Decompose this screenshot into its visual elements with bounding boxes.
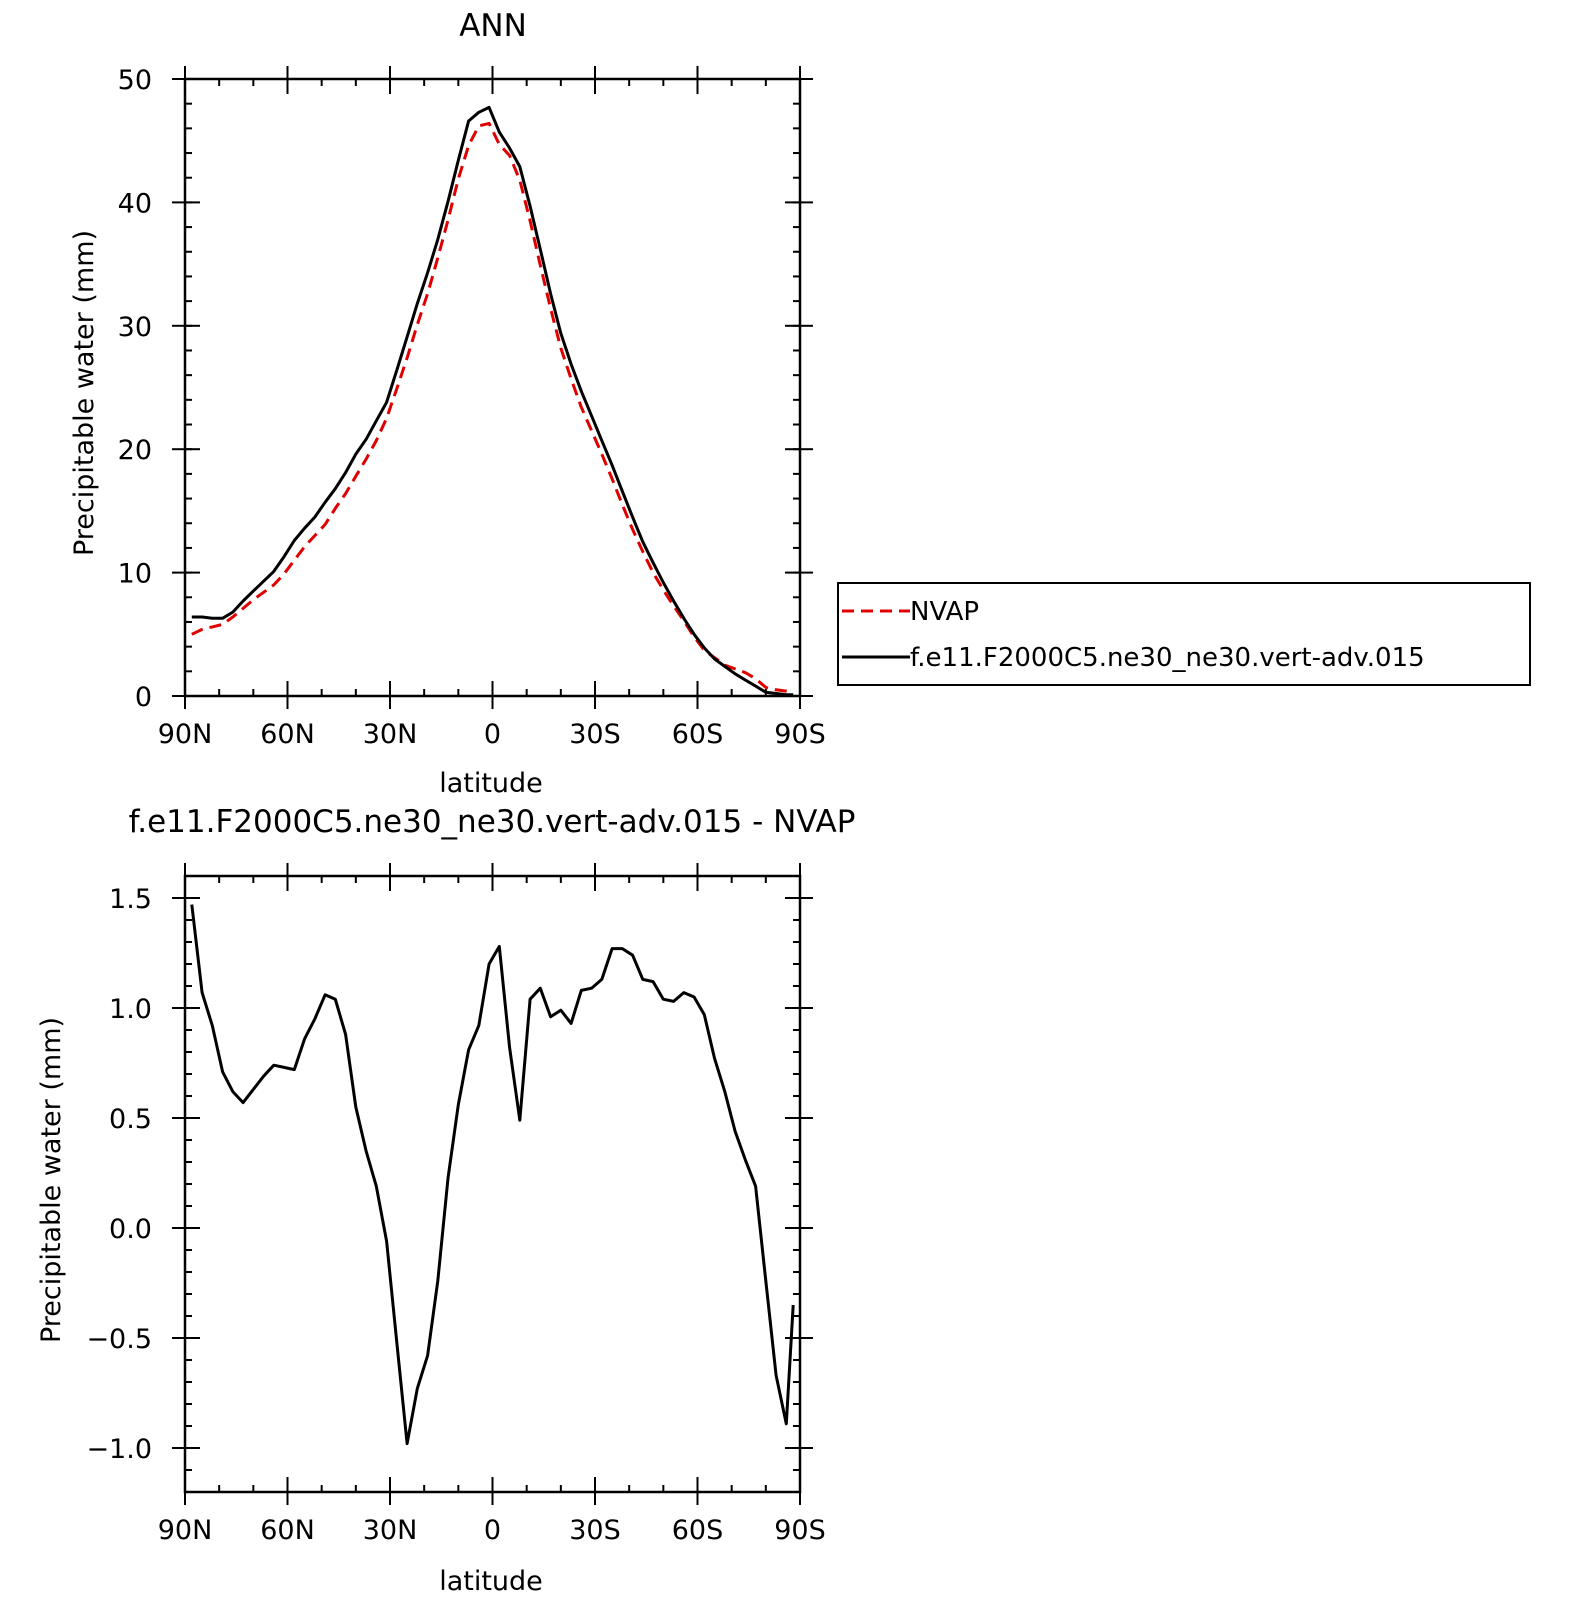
top-y-axis-label: Precipitable water (mm) bbox=[69, 230, 100, 556]
top-panel: ANN 90N 60N 30N 0 30S 60S 90S 0 10 20 30 40 50 latit… bbox=[69, 8, 826, 799]
top-x-tick-label: 30S bbox=[569, 719, 621, 750]
bottom-y-tick-label: 0.0 bbox=[109, 1214, 152, 1245]
top-plot-frame bbox=[183, 77, 802, 698]
bottom-x-tick-label: 90N bbox=[158, 1515, 213, 1546]
bottom-series-line-difference bbox=[190, 904, 795, 1446]
top-x-tick-label: 60N bbox=[260, 719, 315, 750]
bottom-chart-title: f.e11.F2000C5.ne30_ne30.vert-adv.015 - N… bbox=[129, 804, 856, 840]
bottom-y-tick-label: −1.0 bbox=[86, 1434, 152, 1465]
bottom-y-axis-label: Precipitable water (mm) bbox=[36, 1017, 67, 1343]
top-x-tick-label: 90S bbox=[774, 719, 826, 750]
top-x-tick-label: 90N bbox=[158, 719, 213, 750]
top-y-tick-label: 20 bbox=[118, 435, 152, 466]
legend-label-model: f.e11.F2000C5.ne30_ne30.vert-adv.015 bbox=[910, 643, 1425, 673]
bottom-x-tick-label: 30N bbox=[363, 1515, 418, 1546]
top-x-tick-label: 0 bbox=[484, 719, 501, 750]
bottom-y-tick-label: 1.5 bbox=[109, 884, 152, 915]
top-y-tick-label: 10 bbox=[118, 559, 152, 590]
top-y-tick-label: 40 bbox=[118, 188, 152, 219]
top-y-tick-label: 50 bbox=[118, 65, 152, 96]
top-x-axis-label: latitude bbox=[439, 768, 543, 799]
bottom-y-tick-label: 0.5 bbox=[109, 1104, 152, 1135]
top-x-tick-label: 30N bbox=[363, 719, 418, 750]
bottom-y-tick-label: −0.5 bbox=[86, 1324, 152, 1355]
bottom-x-tick-label: 60N bbox=[260, 1515, 315, 1546]
legend-label-nvap: NVAP bbox=[910, 597, 979, 627]
bottom-panel: f.e11.F2000C5.ne30_ne30.vert-adv.015 - N… bbox=[36, 804, 855, 1597]
legend-box bbox=[837, 582, 1531, 686]
bottom-x-axis-label: latitude bbox=[439, 1566, 543, 1597]
top-chart-title: ANN bbox=[459, 8, 527, 44]
bottom-y-tick-label: 1.0 bbox=[109, 994, 152, 1025]
bottom-x-tick-label: 30S bbox=[569, 1515, 621, 1546]
bottom-plot-area: 90N 60N 30N 0 30S 60S 90S −1.0 −0.5 0.0 0.5 1.0 1.5 bbox=[86, 863, 826, 1546]
top-y-tick-label: 0 bbox=[135, 682, 152, 713]
bottom-x-tick-label: 90S bbox=[774, 1515, 826, 1546]
top-series-line-nvap bbox=[191, 121, 794, 694]
top-y-tick-label: 30 bbox=[118, 312, 152, 343]
top-series-line-f-e11-f2000c5-ne30-ne30-vert-adv-015 bbox=[191, 105, 794, 697]
top-plot-area: 90N 60N 30N 0 30S 60S 90S 0 10 20 30 40 50 bbox=[118, 65, 826, 750]
top-x-tick-label: 60S bbox=[672, 719, 724, 750]
legend: NVAP f.e11.F2000C5.ne30_ne30.vert-adv.01… bbox=[837, 582, 1531, 686]
bottom-x-tick-label: 60S bbox=[672, 1515, 724, 1546]
bottom-x-tick-label: 0 bbox=[484, 1515, 501, 1546]
bottom-plot-frame bbox=[183, 874, 802, 1494]
